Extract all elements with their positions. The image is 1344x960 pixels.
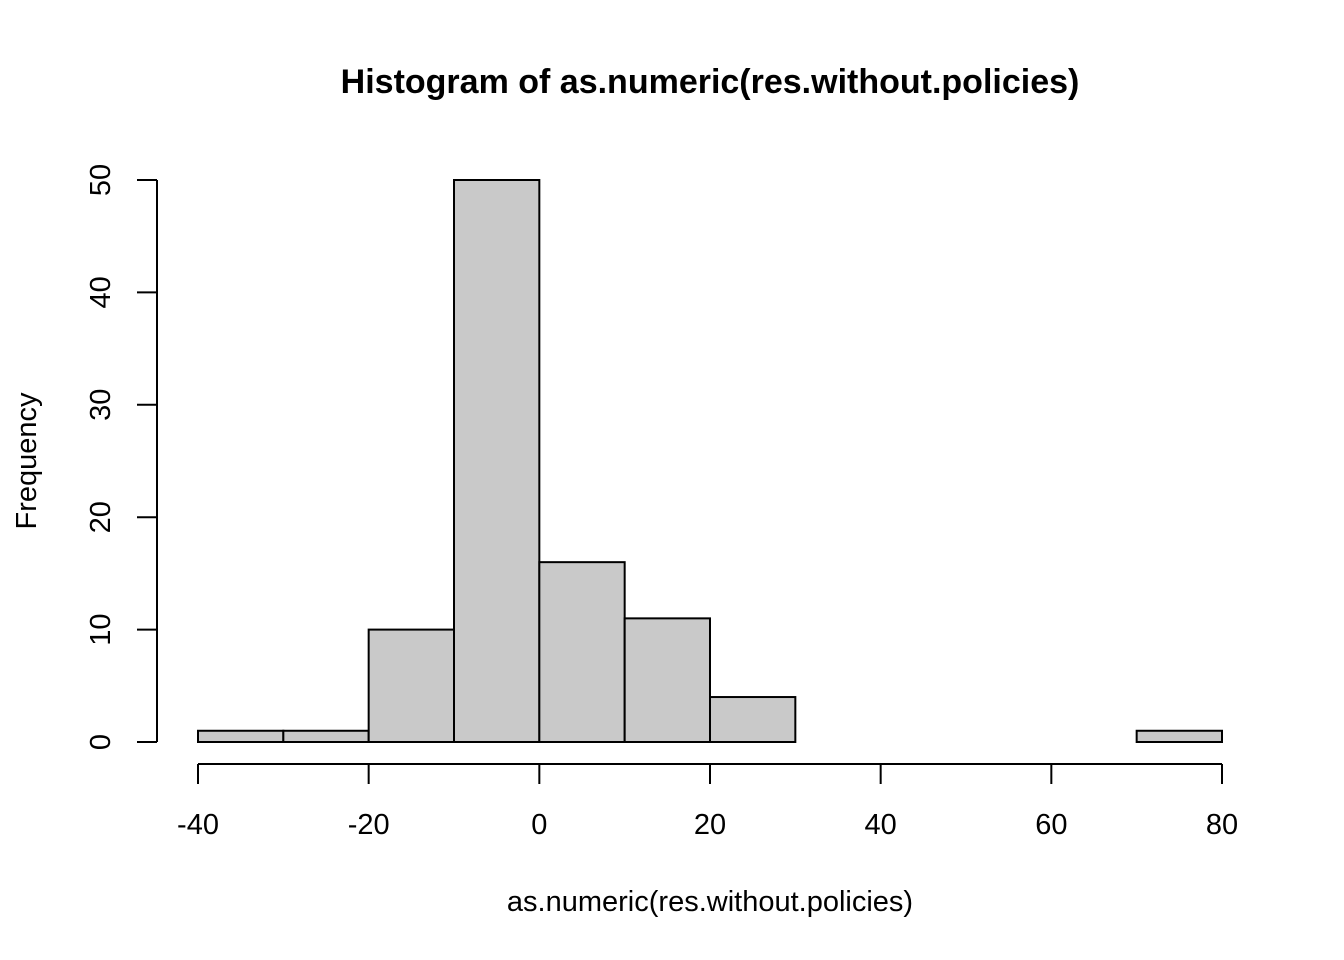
- y-tick-label: 0: [85, 734, 117, 750]
- x-tick-label: 60: [1035, 809, 1067, 841]
- x-tick-label: -40: [177, 809, 219, 841]
- histogram-bars: [197, 179, 1223, 744]
- y-axis-label: Frequency: [11, 392, 43, 530]
- x-tick-label: 0: [531, 809, 547, 841]
- y-tick-label: 50: [85, 164, 117, 196]
- x-axis-label: as.numeric(res.without.policies): [507, 886, 913, 918]
- y-axis: 0 10 20 30 40 50: [85, 164, 158, 750]
- histogram-bar: [282, 729, 370, 744]
- x-tick-label: 80: [1206, 809, 1238, 841]
- histogram-bar: [709, 696, 797, 743]
- y-tick-label: 10: [85, 613, 117, 645]
- histogram-bar: [623, 617, 712, 743]
- x-tick-label: -20: [348, 809, 390, 841]
- x-axis: -40 -20 0 20 40 60 80: [177, 763, 1238, 841]
- y-tick-label: 20: [85, 501, 117, 533]
- histogram-bar: [367, 628, 455, 743]
- x-tick-label: 40: [865, 809, 897, 841]
- y-tick-label: 40: [85, 276, 117, 308]
- histogram-bar: [1135, 729, 1223, 744]
- histogram-bar: [197, 729, 285, 744]
- histogram-bar: [453, 179, 541, 743]
- y-tick-label: 30: [85, 389, 117, 421]
- x-tick-label: 20: [694, 809, 726, 841]
- histogram-bar: [538, 561, 626, 743]
- chart-title: Histogram of as.numeric(res.without.poli…: [341, 63, 1080, 101]
